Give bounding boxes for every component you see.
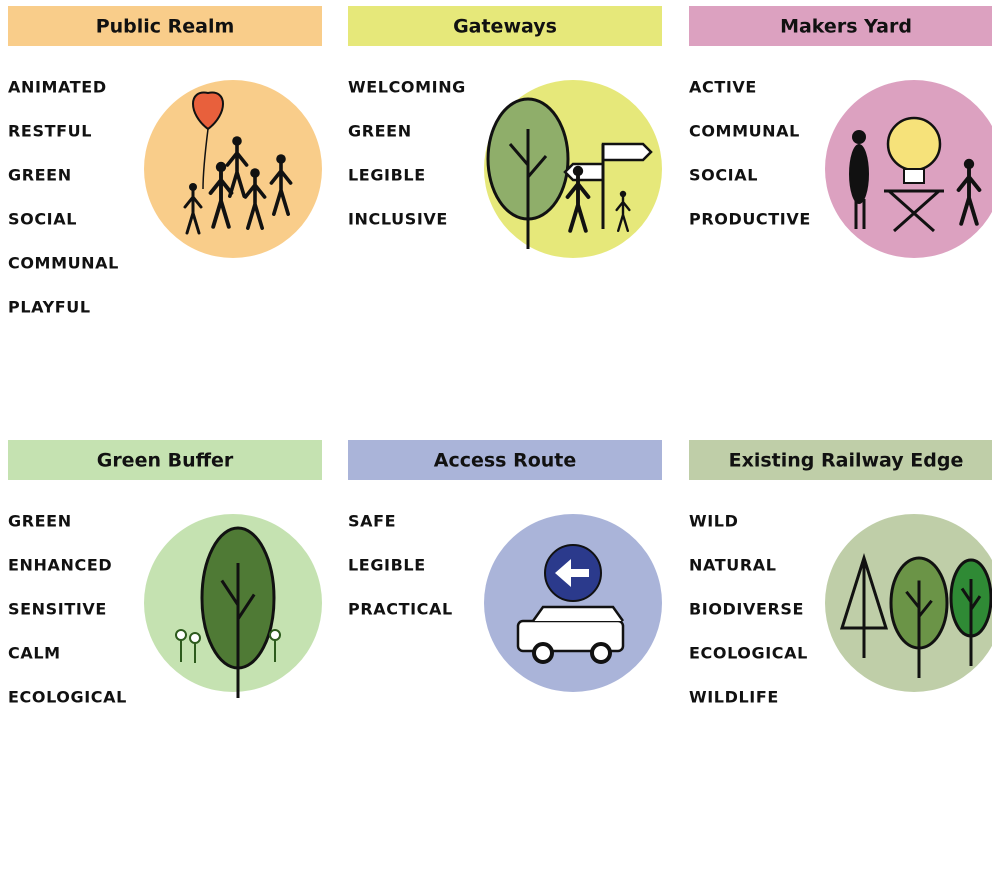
keyword: ANIMATED [8,78,107,97]
keyword: BIODIVERSE [689,600,804,619]
icon-shape [180,640,276,663]
panel: Makers Yard ACTIVE COMMUNAL SOCIAL PRODUCTIV… [689,6,992,258]
panel-header [8,6,322,46]
panel: Public Realm ANIMATED RESTFUL GREEN SOCIAL CO… [8,6,322,317]
icon-shape [854,199,866,229]
icon-shape [220,563,256,698]
icon-shape [615,196,631,232]
icon-shape [905,580,933,678]
icon [849,116,982,233]
icon-circle [144,80,322,258]
keyword: ECOLOGICAL [8,688,127,707]
panel-header [348,6,662,46]
keyword: SENSITIVE [8,600,107,619]
panel-title: Access Route [434,450,577,472]
keyword: ECOLOGICAL [689,644,808,663]
icon-shape [189,183,197,191]
icon-shape [243,176,267,230]
icon-shape [572,165,584,177]
keyword: SOCIAL [8,210,77,229]
icon-shape [852,130,866,144]
icon-shape [250,168,260,178]
panel-header [8,440,322,480]
keyword: CALM [8,644,61,663]
keyword: GREEN [8,166,72,185]
keyword: NATURAL [689,556,777,575]
icon-shape [903,168,925,184]
icon-shape [175,629,187,641]
keyword: COMMUNAL [689,122,800,141]
panel-title: Existing Railway Edge [729,450,964,472]
keyword: LEGIBLE [348,556,426,575]
panel-header [689,6,992,46]
icon-shape [886,116,942,172]
keyword: GREEN [348,122,412,141]
keyword: PLAYFUL [8,298,91,317]
icon [516,544,625,664]
keyword: GREEN [8,512,72,531]
icon [183,91,293,235]
icon-shape [532,642,554,664]
panel-title: Public Realm [96,16,235,38]
panel: Gateways WELCOMING GREEN LEGIBLE INCLUSIVE [348,6,662,258]
keyword: LEGIBLE [348,166,426,185]
keyword: INCLUSIVE [348,210,448,229]
icon-shape [555,559,589,587]
icon-circle [484,514,662,692]
icon-shape [956,167,982,226]
icon-shape [276,154,286,164]
icon [839,552,992,678]
icon-shape [849,144,869,204]
panel-header [348,440,662,480]
keyword: ACTIVE [689,78,757,97]
icon-shape [619,190,627,198]
panel-header [689,440,992,480]
icon [486,97,653,249]
icon-shape [963,158,975,170]
icon-shape [531,605,625,622]
panel: Existing Railway Edge WILD NATURAL BIODIVER… [689,440,992,707]
panel-title: Gateways [453,16,557,38]
keyword: ENHANCED [8,556,112,575]
icon-shape [202,128,209,190]
icon-shape [508,129,548,249]
keyword: WELCOMING [348,78,466,97]
icon-shape [208,170,234,229]
icon-shape [183,189,203,235]
icon [175,526,281,698]
icon-shape [960,579,982,666]
icon-shape [192,91,224,131]
icon-shape [232,136,242,146]
keyword: WILDLIFE [689,688,779,707]
keyword: PRODUCTIVE [689,210,811,229]
panel-title: Makers Yard [780,16,912,38]
icon-shape [565,174,591,233]
icon-shape [884,189,944,233]
icon-shape [189,632,201,644]
panel: Green Buffer GREEN ENHANCED SENSITIVE CALM EC… [8,440,322,707]
keyword: RESTFUL [8,122,92,141]
panel: Access Route SAFE LEGIBLE PRACTICAL [348,440,662,692]
keyword: SOCIAL [689,166,758,185]
keyword: SAFE [348,512,396,531]
icon-shape [269,162,293,216]
panel-title: Green Buffer [97,450,234,472]
keyword: COMMUNAL [8,254,119,273]
icon-shape [225,144,249,198]
icon-shape [215,161,227,173]
icon-shape [269,629,281,641]
icon-shape [590,642,612,664]
keyword: WILD [689,512,738,531]
keyword: PRACTICAL [348,600,453,619]
